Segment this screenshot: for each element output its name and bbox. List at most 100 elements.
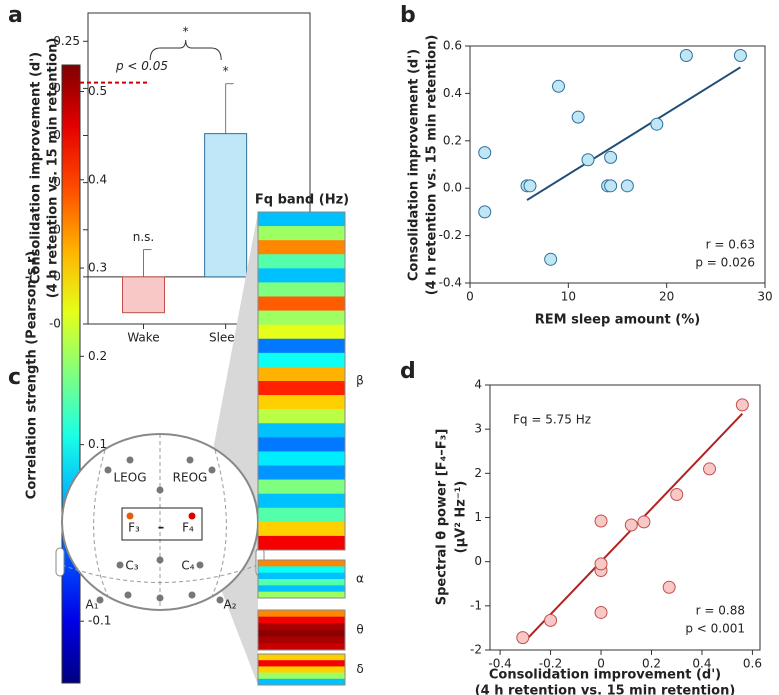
band-label: β [356, 374, 364, 388]
electrode-label: C₄ [181, 559, 194, 573]
colorbar-tick-label: 0.1 [88, 437, 107, 451]
data-point [594, 514, 608, 528]
data-point [594, 557, 608, 571]
band-stripe [258, 636, 345, 644]
electrode [156, 486, 164, 494]
bracket-label: * [183, 25, 189, 39]
bands-title: Fq band (Hz) [255, 193, 349, 208]
plot-frame [87, 12, 311, 325]
data-point [735, 398, 749, 412]
y-axis-label: Consolidation improvement (d') [29, 52, 44, 284]
annotation: p < 0.001 [685, 622, 745, 636]
x-axis-label: (4 h retention vs. 15 min retention) [475, 684, 736, 695]
electrode-box [121, 507, 203, 541]
band-stripe [258, 666, 345, 673]
band-stripe [258, 395, 345, 410]
bar-annotation: n.s. [133, 230, 155, 244]
band-stripe [258, 579, 345, 586]
ear-left [55, 547, 65, 577]
data-point [581, 153, 595, 167]
y-tick-label: -0.2 [439, 228, 462, 242]
band-stripe [258, 296, 345, 311]
band-stripe [258, 585, 345, 592]
band-stripe [258, 226, 345, 241]
x-tick-label: -0.2 [539, 657, 562, 671]
colorbar-label: Correlation strength (Pearson's r) [25, 251, 40, 499]
panel-label: c [8, 365, 21, 390]
band-stripe [258, 212, 345, 227]
data-point [650, 117, 664, 131]
data-point [516, 631, 530, 645]
electrode [196, 561, 204, 569]
data-point [478, 205, 492, 219]
y-tick-label: 0.2 [443, 133, 462, 147]
electrode [156, 594, 164, 602]
y-tick-label: 0.6 [443, 39, 462, 53]
x-tick-label: 0.4 [692, 657, 711, 671]
annotation: r = 0.63 [706, 238, 755, 252]
y-tick-label: 3 [474, 422, 482, 436]
electrode [96, 596, 104, 604]
band-frame [257, 609, 346, 651]
y-axis-label: Spectral θ power [F₄–F₃] [435, 429, 450, 606]
band-stripe [258, 310, 345, 325]
data-point [620, 179, 634, 193]
data-point [703, 462, 717, 476]
band-stripe [258, 254, 345, 269]
band-stripe [258, 643, 345, 651]
band-stripe [258, 437, 345, 452]
band-label: θ [356, 623, 363, 637]
electrode-f4 [188, 512, 196, 520]
band-stripe [258, 566, 345, 573]
band-stripe [258, 678, 345, 686]
band-stripe [258, 381, 345, 396]
x-axis-label: REM sleep amount (%) [535, 313, 700, 328]
colorbar-tick-label: 0.3 [88, 261, 107, 275]
difference-sign: – [158, 521, 165, 536]
x-tick-label: 0.6 [743, 657, 762, 671]
band-label: δ [356, 662, 363, 676]
band-stripe [258, 324, 345, 340]
band-stripe [258, 352, 345, 368]
y-axis-label: (μV² Hz⁻¹) [454, 481, 469, 554]
x-tick-label: 20 [659, 290, 674, 304]
band-stripe [258, 591, 345, 599]
electrode-label: F₄ [182, 521, 194, 535]
electrode [216, 596, 224, 604]
x-tick-label: Wake [127, 331, 159, 345]
electrode-label: C₃ [125, 559, 138, 573]
data-point [478, 146, 492, 160]
band-stripe [258, 409, 345, 424]
band-stripe [258, 654, 345, 661]
data-point [552, 79, 565, 93]
y-tick-label: 1 [474, 510, 482, 524]
electrode [124, 591, 132, 599]
electrode [156, 556, 164, 564]
colorbar [61, 64, 81, 684]
band-frame [257, 211, 346, 551]
band-frame [257, 653, 346, 686]
band-stripe [258, 451, 345, 466]
annotation: Fq = 5.75 Hz [513, 413, 591, 427]
electrode [186, 456, 194, 464]
band-stripe [258, 616, 345, 624]
threshold-label: p < 0.05 [115, 59, 168, 73]
x-axis-label: Consolidation improvement (d') [489, 668, 721, 683]
colorbar-tick-label: 0.2 [88, 349, 107, 363]
band-stripe [258, 493, 345, 509]
colorbar-tick-label: 0.5 [88, 84, 107, 98]
bar [204, 133, 248, 278]
y-tick-label: 0.25 [53, 34, 80, 48]
x-tick-label: 0 [466, 290, 474, 304]
y-axis-label: Consolidation improvement (d') [407, 49, 422, 281]
band-stripe [258, 560, 345, 567]
electrode-label: LEOG [113, 471, 146, 485]
band-stripe [258, 268, 345, 283]
bracket [149, 39, 222, 61]
y-tick-label: -1 [470, 598, 482, 612]
electrode-label: A₁ [85, 598, 98, 612]
data-point [679, 48, 693, 62]
electrode [116, 561, 124, 569]
data-point [544, 252, 558, 266]
y-tick-label: 0 [474, 554, 482, 568]
